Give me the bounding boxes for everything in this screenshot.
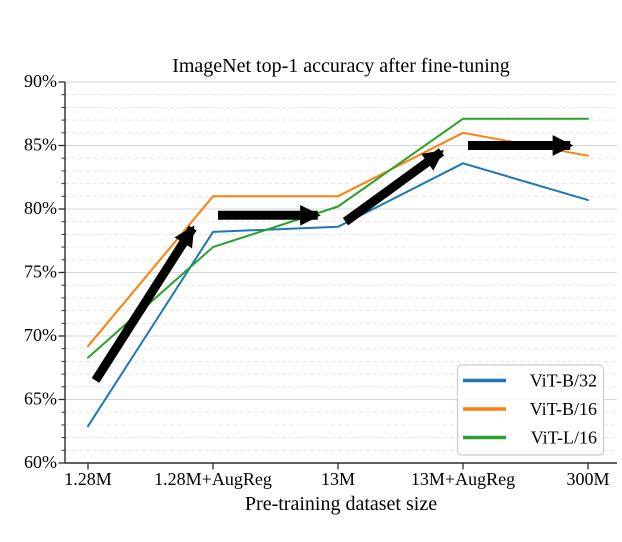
- y-axis-tick-labels: 60% 65% 70% 75% 80% 85% 90%: [24, 71, 57, 472]
- series-line-vit-l-16: [87, 117, 589, 359]
- y-tick-85: 85%: [24, 135, 57, 155]
- minor-gridlines: [65, 94, 617, 451]
- x-axis-tick-labels: 1.28M 1.28M+AugReg 13M 13M+AugReg 300M: [64, 469, 609, 489]
- x-tick-1-28m: 1.28M: [64, 469, 112, 489]
- chart-title: ImageNet top-1 accuracy after fine-tunin…: [172, 55, 510, 77]
- y-tick-80: 80%: [24, 198, 57, 218]
- x-tick-300m: 300M: [566, 469, 609, 489]
- legend: ViT-B/32 ViT-B/16 ViT-L/16: [456, 364, 605, 456]
- x-tick-13m-augreg: 13M+AugReg: [411, 469, 515, 489]
- y-tick-60: 60%: [24, 452, 57, 472]
- series-line-vit-b-16: [87, 131, 589, 348]
- major-gridlines: [65, 81, 617, 401]
- y-tick-75: 75%: [24, 262, 57, 282]
- x-tick-1-28m-augreg: 1.28M+AugReg: [154, 469, 272, 489]
- data-series-lines: [87, 117, 589, 428]
- legend-label-vit-b32: ViT-B/32: [530, 371, 597, 391]
- x-axis-label: Pre-training dataset size: [245, 493, 437, 515]
- improvement-arrow: [342, 148, 445, 226]
- series-line-vit-b-32: [87, 162, 589, 428]
- legend-label-vit-b16: ViT-B/16: [530, 399, 597, 419]
- arrow-annotations: [91, 135, 574, 383]
- y-tick-70: 70%: [24, 325, 57, 345]
- x-tick-13m: 13M: [321, 469, 355, 489]
- y-tick-65: 65%: [24, 389, 57, 409]
- legend-box: [456, 364, 605, 456]
- y-tick-90: 90%: [24, 71, 57, 91]
- improvement-arrow: [91, 225, 197, 383]
- legend-label-vit-l16: ViT-L/16: [531, 428, 597, 448]
